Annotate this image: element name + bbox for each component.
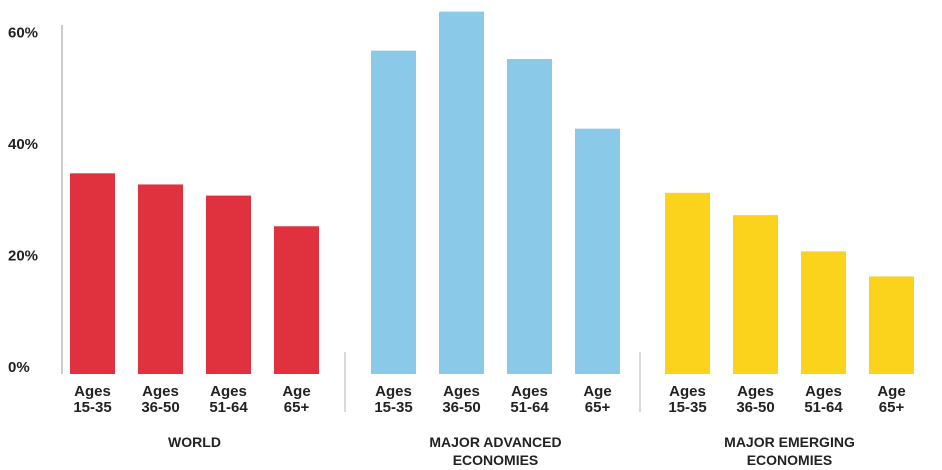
x-tick-label: Ages xyxy=(737,383,774,400)
bar xyxy=(801,251,846,374)
x-tick-label: 15-35 xyxy=(668,399,706,416)
group-label: WORLD xyxy=(168,434,221,450)
x-tick-label: Ages xyxy=(210,383,247,400)
x-tick-label: 65+ xyxy=(585,399,611,416)
x-tick-label: 15-35 xyxy=(374,399,412,416)
x-tick-label: Ages xyxy=(375,383,412,400)
x-tick-label: Age xyxy=(282,383,310,400)
x-tick-label: Ages xyxy=(669,383,706,400)
x-tick-label: 15-35 xyxy=(73,399,111,416)
x-tick-label: Age xyxy=(877,383,905,400)
bar xyxy=(206,195,251,374)
group-labels: WORLD MAJOR ADVANCED ECONOMIES MAJOR EMERGI… xyxy=(168,434,855,468)
bar xyxy=(575,128,620,374)
x-tick-label: Ages xyxy=(805,383,842,400)
bar xyxy=(733,215,778,374)
bar xyxy=(439,11,484,374)
y-tick-label: 60% xyxy=(8,25,38,42)
group-label: MAJOR ADVANCED xyxy=(429,434,561,450)
bar xyxy=(138,184,183,374)
bar xyxy=(665,192,710,374)
x-tick-label: 36-50 xyxy=(141,399,179,416)
group-separators xyxy=(344,352,641,412)
bar xyxy=(274,226,319,374)
group-label: ECONOMIES xyxy=(747,452,833,468)
bar xyxy=(371,50,416,375)
bar xyxy=(507,59,552,374)
x-tick-label: 51-64 xyxy=(209,399,248,416)
x-tick-label: 36-50 xyxy=(442,399,480,416)
x-tick-label: Ages xyxy=(511,383,548,400)
x-tick-label: Ages xyxy=(74,383,111,400)
x-tick-label: 36-50 xyxy=(736,399,774,416)
x-tick-label: Ages xyxy=(142,383,179,400)
x-axis-tick-labels: Ages15-35Ages36-50Ages51-64Age65+Ages15-… xyxy=(73,383,905,416)
bar xyxy=(70,173,115,374)
x-tick-label: 51-64 xyxy=(510,399,549,416)
y-axis-ticks: 0% 20% 40% 60% xyxy=(8,25,38,377)
bar xyxy=(869,276,914,374)
x-tick-label: 65+ xyxy=(284,399,310,416)
x-tick-label: 65+ xyxy=(879,399,905,416)
x-tick-label: 51-64 xyxy=(804,399,843,416)
x-tick-label: Age xyxy=(583,383,611,400)
bars xyxy=(70,11,914,375)
group-label: MAJOR EMERGING xyxy=(724,434,855,450)
x-tick-label: Ages xyxy=(443,383,480,400)
y-tick-label: 20% xyxy=(8,248,38,265)
y-tick-label: 0% xyxy=(8,359,30,376)
y-tick-label: 40% xyxy=(8,136,38,153)
group-label: ECONOMIES xyxy=(453,452,539,468)
